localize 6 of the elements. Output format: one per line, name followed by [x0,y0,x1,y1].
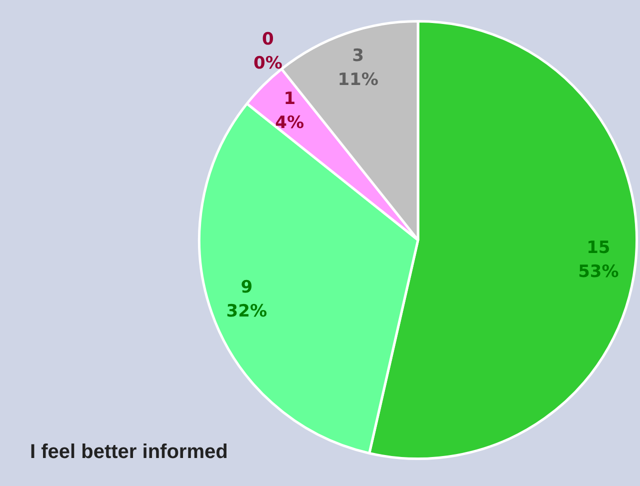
data-label: 1 4% [275,89,304,134]
text: I feel better informed [30,441,228,464]
text: 0 0% [254,29,282,74]
data-label: 3 11% [338,46,378,90]
data-label: 15 53% [578,238,619,282]
data-label: 9 32% [226,277,267,322]
